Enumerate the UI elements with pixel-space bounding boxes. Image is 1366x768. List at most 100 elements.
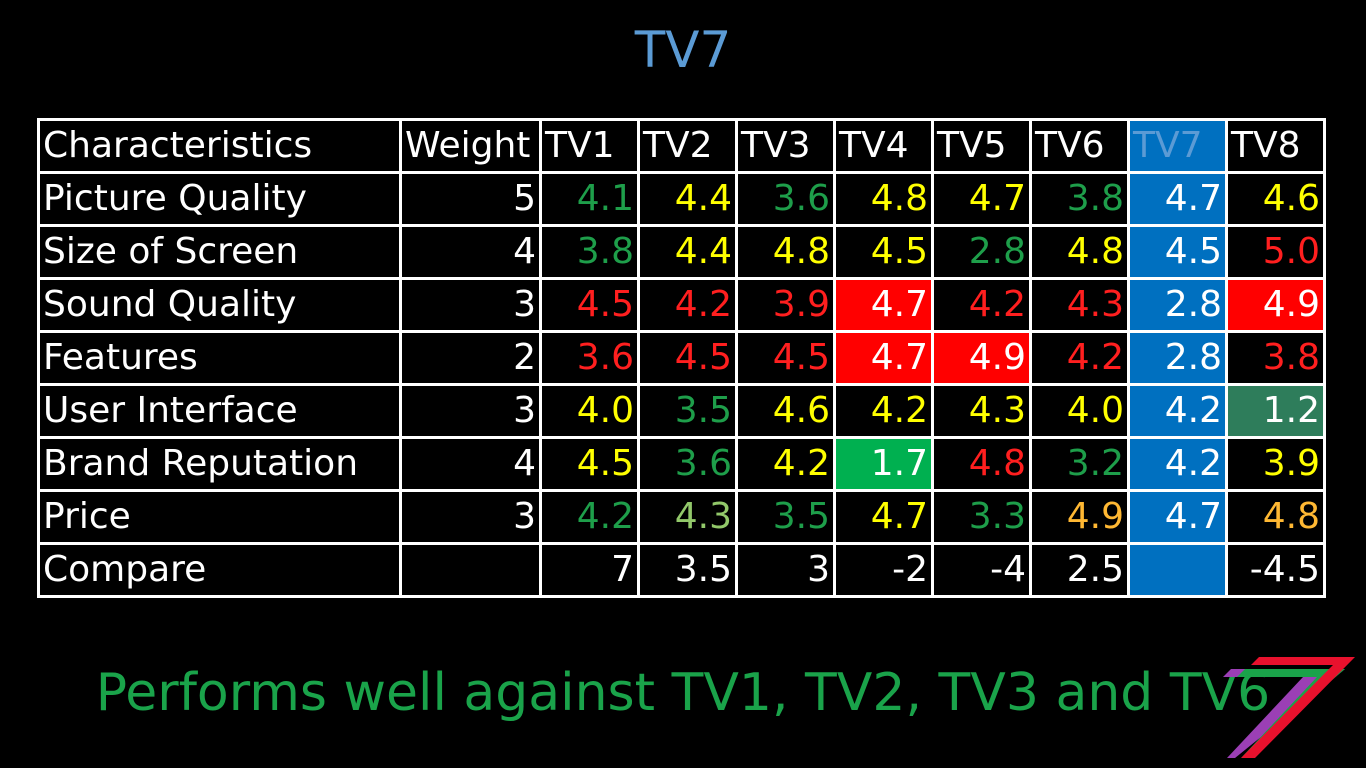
characteristic-cell: Picture Quality	[37, 171, 402, 227]
score-cell-tv3: 3.5	[735, 489, 836, 545]
table-row: Sound Quality 3 4.5 4.2 3.9 4.7 4.2 4.3 2.8 4.9	[37, 277, 1326, 333]
weight-cell: 5	[399, 171, 542, 227]
score-cell-tv3: 3.6	[735, 171, 836, 227]
score-cell-tv8: 5.0	[1225, 224, 1326, 280]
header-tv8: TV8	[1225, 118, 1326, 174]
score-cell-tv2: 4.5	[637, 330, 738, 386]
score-cell-tv5: 4.2	[931, 277, 1032, 333]
table-row: Size of Screen 4 3.8 4.4 4.8 4.5 2.8 4.8 4.5 5.0	[37, 224, 1326, 280]
score-cell-tv2: 4.2	[637, 277, 738, 333]
score-cell-tv3: 3.9	[735, 277, 836, 333]
score-cell-tv6: 2.5	[1029, 542, 1130, 598]
score-cell-tv3: 4.6	[735, 383, 836, 439]
table-header-row: Characteristics Weight TV1 TV2 TV3 TV4 T…	[37, 118, 1326, 174]
score-cell-tv3: 3	[735, 542, 836, 598]
characteristic-cell: User Interface	[37, 383, 402, 439]
header-tv5: TV5	[931, 118, 1032, 174]
weight-cell	[399, 542, 542, 598]
table-row: Price 3 4.2 4.3 3.5 4.7 3.3 4.9 4.7 4.8	[37, 489, 1326, 545]
header-tv4: TV4	[833, 118, 934, 174]
score-cell-tv7: 4.7	[1127, 171, 1228, 227]
score-cell-tv2: 4.3	[637, 489, 738, 545]
score-cell-tv7: 4.2	[1127, 383, 1228, 439]
score-cell-tv6: 4.0	[1029, 383, 1130, 439]
score-cell-tv4: 4.7	[833, 277, 934, 333]
score-cell-tv5: 4.8	[931, 436, 1032, 492]
score-cell-tv5: 4.3	[931, 383, 1032, 439]
weight-cell: 3	[399, 277, 542, 333]
score-cell-tv1: 4.5	[539, 436, 640, 492]
table-body: Picture Quality 5 4.1 4.4 3.6 4.8 4.7 3.8 4.7 4.6…	[37, 171, 1326, 598]
score-cell-tv1: 4.0	[539, 383, 640, 439]
score-cell-tv8: 4.9	[1225, 277, 1326, 333]
score-cell-tv4: 4.7	[833, 330, 934, 386]
table-row: Brand Reputation 4 4.5 3.6 4.2 1.7 4.8 3.2 4.2 3.…	[37, 436, 1326, 492]
weight-cell: 3	[399, 489, 542, 545]
weight-cell: 4	[399, 224, 542, 280]
score-cell-tv1: 4.2	[539, 489, 640, 545]
header-characteristics: Characteristics	[37, 118, 402, 174]
characteristic-cell: Features	[37, 330, 402, 386]
score-cell-tv7: 4.7	[1127, 489, 1228, 545]
score-cell-tv6: 3.8	[1029, 171, 1130, 227]
header-tv6: TV6	[1029, 118, 1130, 174]
characteristic-cell: Size of Screen	[37, 224, 402, 280]
score-cell-tv1: 7	[539, 542, 640, 598]
weight-cell: 4	[399, 436, 542, 492]
score-cell-tv4: -2	[833, 542, 934, 598]
score-cell-tv2: 4.4	[637, 171, 738, 227]
score-cell-tv1: 4.1	[539, 171, 640, 227]
score-cell-tv2: 4.4	[637, 224, 738, 280]
header-tv7: TV7	[1127, 118, 1228, 174]
score-cell-tv1: 3.6	[539, 330, 640, 386]
score-cell-tv7: 4.2	[1127, 436, 1228, 492]
tv7-logo-icon	[1213, 657, 1355, 758]
score-cell-tv7: 2.8	[1127, 277, 1228, 333]
score-cell-tv5: 3.3	[931, 489, 1032, 545]
score-cell-tv3: 4.2	[735, 436, 836, 492]
score-cell-tv6: 4.8	[1029, 224, 1130, 280]
table-row: User Interface 3 4.0 3.5 4.6 4.2 4.3 4.0 4.2 1.2	[37, 383, 1326, 439]
score-cell-tv7	[1127, 542, 1228, 598]
score-cell-tv2: 3.6	[637, 436, 738, 492]
score-cell-tv8: 3.9	[1225, 436, 1326, 492]
score-cell-tv4: 4.7	[833, 489, 934, 545]
header-weight: Weight	[399, 118, 542, 174]
table-row: Picture Quality 5 4.1 4.4 3.6 4.8 4.7 3.8 4.7 4.6	[37, 171, 1326, 227]
characteristic-cell: Brand Reputation	[37, 436, 402, 492]
score-cell-tv2: 3.5	[637, 383, 738, 439]
slide-title: TV7	[634, 21, 732, 79]
score-cell-tv1: 3.8	[539, 224, 640, 280]
score-cell-tv6: 3.2	[1029, 436, 1130, 492]
score-cell-tv8: 3.8	[1225, 330, 1326, 386]
header-tv2: TV2	[637, 118, 738, 174]
weight-cell: 2	[399, 330, 542, 386]
weight-cell: 3	[399, 383, 542, 439]
score-cell-tv8: 4.6	[1225, 171, 1326, 227]
score-cell-tv8: 4.8	[1225, 489, 1326, 545]
score-cell-tv3: 4.5	[735, 330, 836, 386]
header-tv3: TV3	[735, 118, 836, 174]
score-cell-tv5: 4.9	[931, 330, 1032, 386]
characteristic-cell: Sound Quality	[37, 277, 402, 333]
characteristic-cell: Price	[37, 489, 402, 545]
header-tv1: TV1	[539, 118, 640, 174]
score-cell-tv4: 1.7	[833, 436, 934, 492]
score-cell-tv4: 4.8	[833, 171, 934, 227]
score-cell-tv3: 4.8	[735, 224, 836, 280]
score-cell-tv8: -4.5	[1225, 542, 1326, 598]
score-cell-tv5: 2.8	[931, 224, 1032, 280]
score-cell-tv8: 1.2	[1225, 383, 1326, 439]
score-cell-tv6: 4.9	[1029, 489, 1130, 545]
score-cell-tv6: 4.2	[1029, 330, 1130, 386]
logo-stripe-red	[1241, 657, 1355, 758]
score-cell-tv4: 4.5	[833, 224, 934, 280]
score-cell-tv4: 4.2	[833, 383, 934, 439]
table-row: Features 2 3.6 4.5 4.5 4.7 4.9 4.2 2.8 3.8	[37, 330, 1326, 386]
score-cell-tv7: 2.8	[1127, 330, 1228, 386]
comparison-table: Characteristics Weight TV1 TV2 TV3 TV4 T…	[37, 118, 1326, 598]
score-cell-tv5: -4	[931, 542, 1032, 598]
table-row: Compare 7 3.5 3 -2 -4 2.5 -4.5	[37, 542, 1326, 598]
conclusion-text: Performs well against TV1, TV2, TV3 and …	[95, 663, 1271, 723]
score-cell-tv6: 4.3	[1029, 277, 1130, 333]
